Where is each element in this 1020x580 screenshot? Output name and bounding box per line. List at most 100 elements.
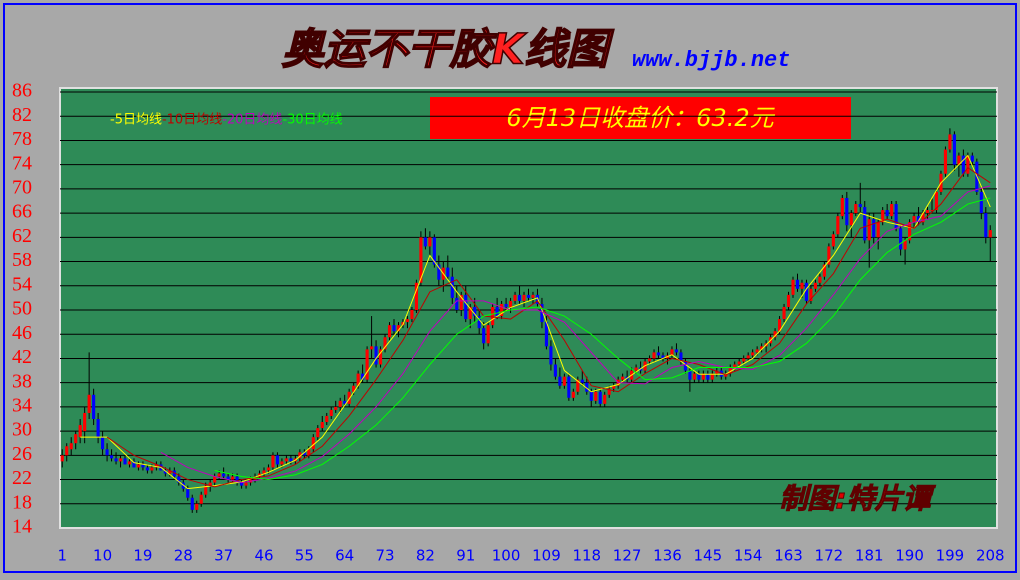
candle-body [894, 204, 898, 229]
y-tick-label: 74 [12, 152, 32, 174]
candle-body [603, 394, 607, 404]
candle-body [733, 364, 737, 368]
candle-body [656, 352, 661, 356]
candle-body [226, 476, 230, 480]
candle-body [208, 482, 212, 486]
candle-body [195, 503, 199, 510]
candle-body [827, 246, 831, 265]
candle-body [266, 467, 271, 471]
candle-body [495, 306, 499, 317]
x-tick-label: 109 [532, 547, 561, 565]
candle-body [109, 455, 114, 459]
candle-body [262, 470, 266, 474]
candle-body [755, 349, 759, 353]
candle-body [343, 400, 347, 404]
x-tick-label: 10 [93, 547, 112, 565]
candle-body [661, 355, 665, 359]
x-tick-label: 163 [774, 547, 803, 565]
ma-line [214, 197, 991, 481]
candle-body [777, 319, 782, 332]
candle-body [571, 391, 575, 398]
candle-body [809, 288, 813, 301]
y-tick-label: 86 [12, 80, 32, 102]
y-tick-label: 50 [12, 298, 32, 320]
candle-body [948, 134, 952, 150]
candle-body [706, 373, 710, 380]
x-tick-label: 172 [815, 547, 844, 565]
candle-body [831, 234, 835, 247]
candle-body [83, 412, 87, 432]
candle-body [154, 464, 158, 468]
candle-body [594, 391, 598, 401]
frame [3, 3, 1017, 573]
candle-body [356, 373, 360, 386]
candle-body [795, 279, 800, 289]
candle-body [899, 228, 903, 250]
x-tick-label: 46 [254, 547, 273, 565]
chart-title: 奥运不干胶K线图 [282, 25, 615, 74]
candle-body [863, 207, 867, 241]
candle-body [908, 222, 912, 241]
y-tick-label: 78 [12, 128, 32, 150]
candle-body [69, 443, 73, 450]
x-tick-label: 181 [855, 547, 884, 565]
candle-body [298, 452, 302, 459]
price-label: 6月13日收盘价：63.2元 [506, 104, 775, 132]
candle-body [217, 473, 221, 477]
credit: 制图:特片谭 [779, 482, 936, 515]
candle-body [903, 240, 907, 250]
candle-body [352, 385, 356, 392]
candle-body [150, 467, 154, 471]
candle-body [365, 349, 369, 380]
candle-body [737, 361, 741, 365]
candle-body [742, 358, 746, 362]
ma-line [80, 154, 991, 490]
candle-body [101, 437, 105, 450]
legend-entry: -20日均线 [222, 113, 282, 128]
candle-body [204, 485, 208, 495]
candle-body [885, 210, 889, 217]
candle-body [836, 216, 840, 235]
ma-line [160, 185, 991, 484]
candle-body [670, 349, 674, 356]
subtitle: www.bjjb.net [632, 48, 790, 73]
x-tick-label: 28 [174, 547, 193, 565]
candle-body [477, 316, 481, 329]
candle-body [890, 204, 894, 217]
candle-body [576, 379, 580, 392]
candle-body [553, 364, 557, 377]
candle-body [163, 470, 167, 474]
candle-body [307, 449, 311, 456]
x-tick-label: 19 [133, 547, 152, 565]
y-tick-label: 34 [12, 394, 32, 416]
candle-body [491, 306, 495, 326]
candle-body [105, 449, 109, 456]
candle-body [222, 473, 226, 477]
candle-body [540, 303, 544, 323]
candle-body [647, 358, 652, 362]
candle-body [329, 409, 333, 416]
candle-body [966, 155, 970, 174]
candle-body [728, 367, 732, 374]
candle-body [500, 303, 504, 317]
y-tick-label: 82 [12, 104, 32, 126]
y-tick-label: 46 [12, 322, 32, 344]
candle-body [132, 461, 136, 468]
candle-body [118, 458, 123, 462]
candle-body [934, 191, 939, 211]
candle-body [943, 149, 948, 174]
candle-body [961, 155, 965, 174]
candle-body [114, 458, 118, 462]
candle-body [92, 394, 96, 419]
x-tick-label: 208 [976, 547, 1005, 565]
candle-body [428, 237, 432, 247]
candle-body [231, 476, 235, 480]
candle-body [168, 470, 172, 474]
candle-body [751, 352, 755, 356]
candle-body [612, 385, 616, 389]
legend-entry: -30日均线 [282, 113, 342, 128]
candle-body [504, 303, 508, 307]
candle-body [271, 455, 275, 468]
x-tick-label: 82 [416, 547, 435, 565]
candle-body [800, 282, 804, 289]
